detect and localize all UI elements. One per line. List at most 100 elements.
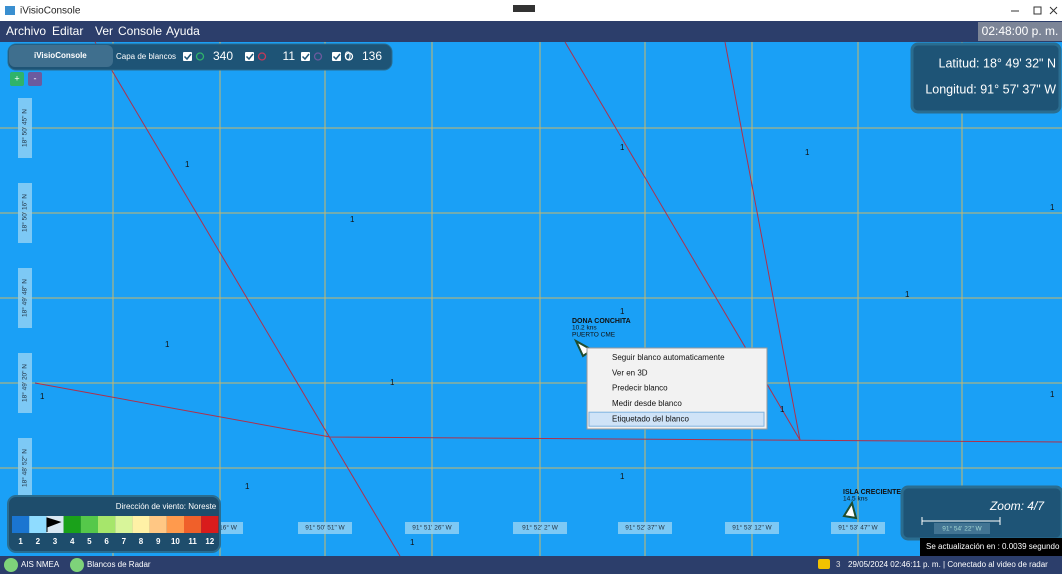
target-name: ISLA CRECIENTE xyxy=(843,489,901,496)
longitude-label-box xyxy=(618,522,672,534)
map-marker[interactable]: 1 xyxy=(1050,203,1055,212)
context-menu-item[interactable]: Etiquetado del blanco xyxy=(612,414,690,423)
longitude-label-box xyxy=(513,522,567,534)
status-bar xyxy=(0,556,1062,574)
map-marker[interactable]: 1 xyxy=(620,307,625,316)
close-button[interactable] xyxy=(1049,6,1058,15)
layer-checkbox[interactable] xyxy=(301,52,310,61)
context-menu-item[interactable]: Medir desde blanco xyxy=(612,399,682,408)
wind-color xyxy=(166,516,184,533)
layer-name[interactable]: Blancos de Radar xyxy=(87,560,151,569)
map-marker[interactable]: 1 xyxy=(620,143,625,152)
update-status-box xyxy=(920,538,1062,556)
map-marker[interactable]: 1 xyxy=(350,215,355,224)
latitude-label-box xyxy=(18,98,32,158)
wind-scale-label: 11 xyxy=(188,537,197,546)
map-marker[interactable]: 1 xyxy=(40,392,45,401)
map-marker[interactable]: 1 xyxy=(410,538,415,547)
wind-color xyxy=(132,516,150,533)
latitude-label: 18° 50' 16" N xyxy=(21,194,29,232)
layer-counts: 340 11 0 136 xyxy=(183,49,382,63)
wind-scale-label: 12 xyxy=(205,537,214,546)
context-menu-item[interactable]: Seguir blanco automaticamente xyxy=(612,353,725,362)
wind-color xyxy=(149,516,167,533)
notification-count: 3 xyxy=(836,560,841,569)
zoom-out-button[interactable] xyxy=(28,72,42,86)
target[interactable]: ISLA CRECIENTE 14.5 kns xyxy=(842,489,901,520)
map-marker[interactable]: 1 xyxy=(620,472,625,481)
layer-name[interactable]: AIS NMEA xyxy=(21,560,60,569)
layer-icon xyxy=(195,52,205,61)
layer-checkbox[interactable] xyxy=(332,52,341,61)
wind-scale-label: 5 xyxy=(87,537,92,546)
wind-color xyxy=(80,516,98,533)
layer-indicator[interactable] xyxy=(70,558,84,572)
layer-checkbox[interactable] xyxy=(245,52,254,61)
map-marker[interactable]: 1 xyxy=(805,148,810,157)
map-marker[interactable]: 1 xyxy=(165,340,170,349)
zoom-label: Zoom: 4/7 xyxy=(989,499,1045,513)
longitude-label: 16° W xyxy=(219,524,238,532)
map-marker[interactable]: 1 xyxy=(1050,390,1055,399)
layer-indicator[interactable] xyxy=(4,558,18,572)
latitude-label-box xyxy=(18,183,32,243)
clock: 02:48:00 p. m. xyxy=(982,24,1059,38)
notification-icon[interactable] xyxy=(818,559,830,569)
wind-color xyxy=(201,516,219,533)
menu-item[interactable]: Console xyxy=(118,24,162,38)
wind-scale-label: 7 xyxy=(122,537,127,546)
map-marker[interactable]: 1 xyxy=(390,378,395,387)
map[interactable] xyxy=(0,42,1062,556)
longitude-label-box xyxy=(831,522,885,534)
layer-checkbox[interactable] xyxy=(183,52,192,61)
zoom-in-button[interactable] xyxy=(10,72,24,86)
context-menu-item[interactable]: Ver en 3D xyxy=(612,368,648,377)
update-status: Se actualización en : 0.0039 segundo xyxy=(926,542,1060,551)
context-menu-item[interactable]: Predecir blanco xyxy=(612,384,668,393)
map-marker[interactable]: 1 xyxy=(185,160,190,169)
menu: Archivo Editar Ver Console Ayuda xyxy=(6,24,200,38)
context-menu: Seguir blanco automaticamente Ver en 3D Pr… xyxy=(586,347,768,430)
status-message: 29/05/2024 02:46:11 p. m. | Conectado al… xyxy=(848,560,1048,569)
scale-label-box xyxy=(934,523,990,534)
wind-color xyxy=(29,516,47,533)
wind-scale: 1 2 3 4 5 6 7 8 9 10 11 12 xyxy=(12,516,219,546)
map-marker[interactable]: 1 xyxy=(780,405,785,414)
layer-count: 136 xyxy=(362,49,382,63)
wind-color xyxy=(63,516,81,533)
drag-handle xyxy=(513,5,535,12)
wind-scale-label: 1 xyxy=(18,537,23,546)
zoom-out-label: - xyxy=(34,73,37,83)
latitude-label: 18° 50' 45" N xyxy=(21,109,29,147)
target-icon[interactable] xyxy=(842,500,858,520)
latitude: Latitud: 18° 49' 32" N xyxy=(939,56,1056,70)
latitude-label: 18° 49' 20" N xyxy=(21,364,29,402)
restore-button[interactable] xyxy=(1033,6,1042,15)
wind-scale-label: 4 xyxy=(70,537,75,546)
wind-scale-label: 6 xyxy=(104,537,109,546)
app-tab[interactable] xyxy=(9,45,113,67)
wind-color xyxy=(115,516,133,533)
layer-icon xyxy=(313,52,323,61)
layer-count: 340 xyxy=(213,49,233,63)
wind-color xyxy=(12,516,30,533)
menu-item[interactable]: Ver xyxy=(95,24,113,38)
longitude-labels: 16° W 91° 50' 51" W 91° 51' 26" W 91° 52' 2… xyxy=(213,522,885,534)
menu-item[interactable]: Ayuda xyxy=(166,24,200,38)
map-marker[interactable]: 1 xyxy=(905,290,910,299)
wind-color xyxy=(184,516,202,533)
latitude-label: 18° 49' 48" N xyxy=(21,279,29,317)
longitude-label: 91° 52' 37" W xyxy=(625,524,665,532)
menu-item[interactable]: Editar xyxy=(52,24,83,38)
longitude-label: 91° 52' 2" W xyxy=(522,524,559,532)
target-name: DONA CONCHITA xyxy=(572,318,631,325)
longitude-label-box xyxy=(405,522,459,534)
map-marker[interactable]: 1 xyxy=(245,482,250,491)
latitude-labels: 18° 50' 45" N 18° 50' 16" N 18° 49' 48" N 1… xyxy=(18,98,32,498)
menu-item[interactable]: Archivo xyxy=(6,24,46,38)
latitude-label: 18° 48' 52" N xyxy=(21,449,29,487)
wind-color xyxy=(98,516,116,533)
